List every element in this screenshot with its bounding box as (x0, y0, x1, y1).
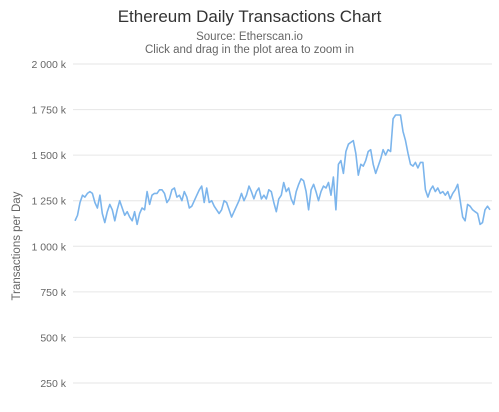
y-axis-label: Transactions per Day (11, 191, 23, 300)
y-tick-label: 1 250 k (32, 196, 67, 208)
zoom-instruction: Click and drag in the plot area to zoom … (144, 44, 355, 56)
y-tick-label: 1 750 k (32, 105, 67, 117)
chart-title: Ethereum Daily Transactions Chart (117, 7, 382, 26)
y-tick-label: 250 k (40, 378, 66, 390)
y-tick-label: 750 k (40, 287, 66, 299)
series-line[interactable] (74, 114, 491, 226)
y-tick-label: 2 000 k (32, 59, 67, 71)
y-axis-ticks: 250 k 500 k 750 k 1 000 k 1 250 k 1 500 k 1 75… (32, 59, 67, 390)
chart-subtitle: Source: Etherscan.io (196, 31, 303, 43)
y-tick-label: 1 500 k (32, 150, 67, 162)
y-tick-label: 1 000 k (32, 241, 67, 253)
y-tick-label: 500 k (40, 332, 66, 344)
plot-area[interactable] (74, 114, 491, 226)
grid-lines (73, 63, 492, 384)
